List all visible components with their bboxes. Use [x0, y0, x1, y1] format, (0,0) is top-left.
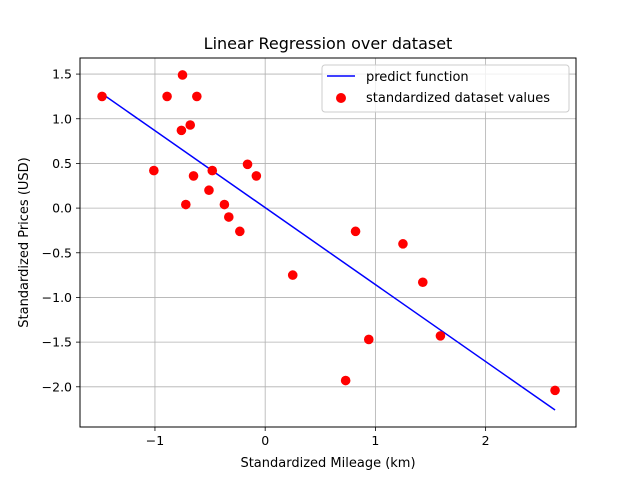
y-tick-label: 1.5 [52, 67, 72, 82]
x-tick-label: −1 [146, 433, 164, 448]
data-point [251, 171, 262, 181]
chart-title: Linear Regression over dataset [204, 34, 453, 53]
data-point [176, 125, 187, 136]
data-point [242, 159, 253, 170]
x-tick-label: 2 [482, 433, 490, 448]
y-tick-label: −1.0 [42, 290, 72, 305]
data-point [192, 91, 202, 102]
data-point [350, 226, 361, 237]
data-point [550, 385, 560, 396]
x-tick-label: 0 [261, 433, 269, 448]
legend: predict function standardized dataset va… [321, 64, 570, 113]
data-point [207, 165, 218, 176]
data-point [162, 91, 172, 102]
data-point [181, 199, 191, 210]
y-axis-title: Standardized Prices (USD) [17, 157, 32, 328]
data-point [97, 91, 107, 102]
legend-box [321, 64, 570, 113]
data-point [177, 70, 188, 80]
axis-ticks: −1 0 1 2 1.5 1.0 0.5 0.0 −0.5 −1.0 −1.5 −2.0 [42, 67, 490, 448]
x-tick-label: 1 [371, 433, 379, 448]
y-tick-label: 0.5 [52, 156, 72, 171]
plot-series [97, 70, 560, 411]
x-axis-title: Standardized Mileage (km) [240, 456, 415, 471]
data-point [185, 120, 196, 130]
data-point [340, 375, 351, 386]
grid [80, 58, 576, 427]
y-tick-label: −0.5 [42, 245, 72, 260]
data-point [224, 212, 234, 222]
y-tick-label: −1.5 [42, 335, 72, 350]
data-point [204, 185, 214, 196]
y-tick-label: 0.0 [52, 201, 72, 216]
y-tick-label: −2.0 [42, 379, 72, 394]
data-point [235, 226, 245, 237]
data-point [363, 334, 374, 345]
data-point [435, 331, 446, 341]
y-tick-label: 1.0 [52, 111, 72, 126]
data-point [398, 239, 408, 249]
plot-frame [79, 57, 577, 428]
legend-label-predict: predict function [366, 70, 469, 85]
data-point [219, 199, 230, 210]
legend-dot-marker [336, 93, 346, 103]
legend-label-dataset: standardized dataset values [366, 91, 550, 106]
data-point [287, 270, 298, 280]
predict-function-line [101, 93, 556, 411]
data-point [188, 171, 199, 181]
data-point [417, 277, 428, 288]
data-point [149, 165, 159, 176]
